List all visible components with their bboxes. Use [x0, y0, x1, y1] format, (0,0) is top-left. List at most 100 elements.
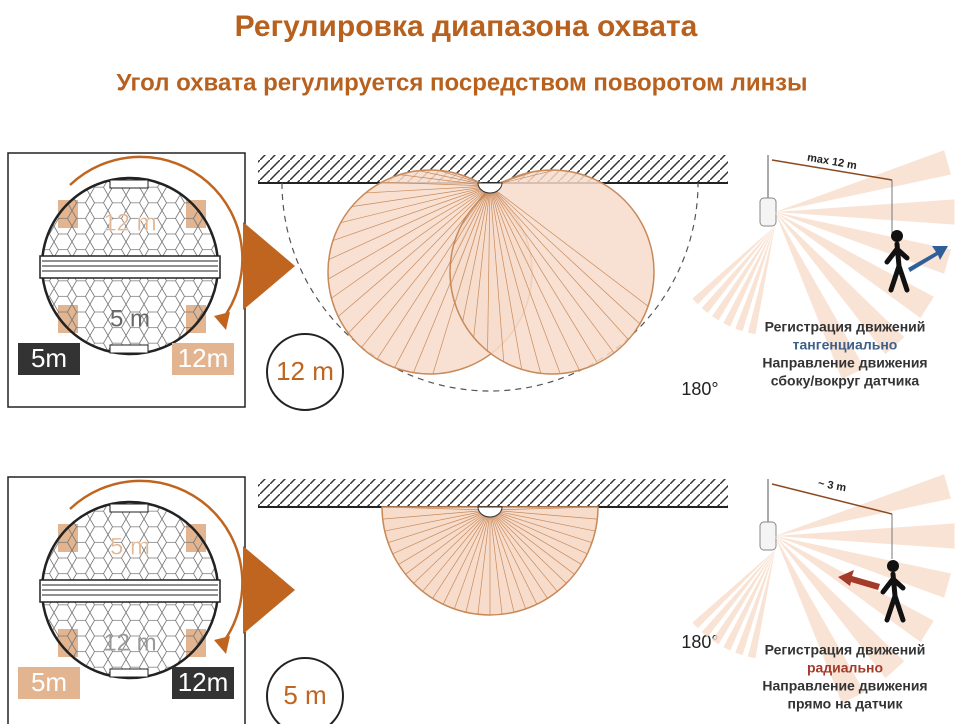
beam — [775, 474, 952, 536]
panel: 5 m 12 m 5m 12m 5 m 180° ~ 3 m Регистрация движ… — [7, 474, 955, 724]
sensor — [477, 506, 503, 518]
beam — [692, 226, 775, 305]
badge — [18, 667, 80, 699]
lens-bottom-label: 12 m — [103, 629, 156, 656]
ray — [489, 185, 561, 374]
ray — [489, 509, 538, 605]
badge-right: 12m — [178, 667, 229, 697]
badge-left: 5m — [31, 343, 67, 373]
distance-label: max 12 m — [806, 152, 858, 173]
rotate-arc — [69, 155, 244, 321]
tab — [109, 503, 149, 513]
range-label: 5 m — [283, 680, 326, 710]
ray — [489, 509, 596, 532]
ray — [489, 509, 593, 544]
distance-line — [771, 483, 893, 515]
ray — [405, 509, 491, 575]
ray — [449, 185, 491, 266]
tab — [109, 179, 149, 189]
ray — [348, 185, 491, 334]
beam — [775, 536, 905, 679]
tab — [109, 668, 149, 678]
ray — [489, 509, 515, 613]
side-sensor — [759, 521, 777, 551]
ray — [489, 185, 542, 374]
pointer — [243, 546, 295, 634]
distance-line — [771, 159, 893, 181]
sensor — [477, 182, 503, 194]
ray — [489, 185, 641, 325]
ray — [487, 185, 491, 352]
caption-line: сбоку/вокруг датчика — [771, 373, 920, 389]
ray — [489, 185, 580, 371]
range-circle — [266, 333, 344, 411]
badge-left: 5m — [31, 667, 67, 697]
badge — [18, 343, 80, 375]
beam — [775, 212, 934, 319]
ray — [489, 509, 567, 584]
beam — [775, 536, 952, 598]
rotate-arrowhead — [214, 636, 230, 654]
ray — [332, 185, 491, 241]
ray — [489, 509, 588, 555]
side-sensor — [759, 197, 777, 227]
ray — [340, 185, 491, 224]
person-body — [884, 241, 910, 293]
lens-top-label: 5 m — [110, 533, 150, 560]
ray — [413, 509, 491, 584]
motion-arrow — [908, 246, 948, 272]
beam — [775, 536, 934, 643]
beam — [775, 199, 955, 225]
ray — [489, 185, 598, 364]
caption-line: Регистрация движений — [765, 642, 926, 658]
ray — [392, 509, 491, 555]
distance-label: ~ 3 m — [817, 478, 847, 495]
beam — [747, 226, 775, 335]
caption-line: прямо на датчик — [787, 696, 903, 712]
ray — [473, 185, 491, 338]
beam — [775, 212, 905, 355]
lens-band — [39, 255, 221, 279]
beam — [692, 550, 775, 629]
ray — [489, 185, 649, 307]
beam — [775, 523, 955, 549]
beam — [712, 226, 775, 321]
range-circle — [266, 657, 344, 724]
beam — [701, 226, 775, 313]
ray — [489, 509, 575, 575]
ray — [432, 509, 491, 599]
ceiling — [258, 155, 728, 183]
ray — [422, 509, 491, 592]
beam — [723, 226, 775, 327]
range-arc — [281, 182, 699, 392]
caption-line: Направление движения — [762, 355, 927, 371]
ceiling — [258, 479, 728, 507]
ray — [489, 185, 523, 370]
ray — [331, 185, 491, 299]
ray — [489, 509, 526, 610]
ray — [398, 509, 491, 565]
subtitle: Угол охвата регулируется посредством пов… — [116, 69, 807, 96]
beam — [775, 536, 865, 704]
ray — [365, 185, 491, 194]
lens-top-label: 12 m — [103, 209, 156, 236]
caption-line: радиально — [807, 660, 883, 676]
beam — [735, 226, 775, 332]
tab — [109, 344, 149, 354]
badge — [172, 667, 234, 699]
person-head — [887, 560, 899, 572]
ray — [454, 185, 491, 304]
ray — [462, 185, 491, 322]
range-label: 12 m — [276, 356, 334, 386]
ray — [489, 506, 599, 511]
panel: 12 m 5 m 5m 12m 12 m 180° max 12 m Регистрация … — [7, 150, 955, 411]
ray — [489, 185, 615, 354]
angle-label: 180° — [681, 379, 718, 399]
beam — [701, 550, 775, 637]
caption-line: Направление движения — [762, 678, 927, 694]
title: Регулировка диапазона охвата — [235, 10, 698, 43]
person-head — [891, 230, 903, 242]
ray — [351, 185, 491, 207]
ray — [384, 509, 491, 532]
